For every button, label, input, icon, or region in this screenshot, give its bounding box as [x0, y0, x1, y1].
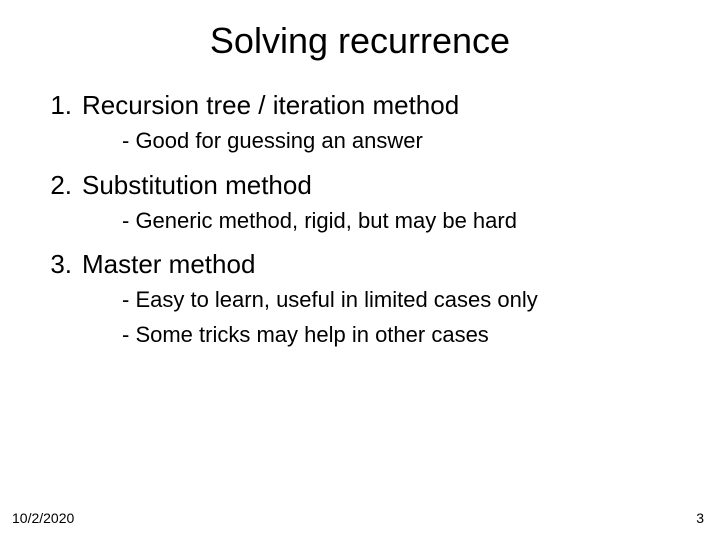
ordered-list: 1. Recursion tree / iteration method - G… — [0, 90, 720, 349]
list-item-number: 3. — [48, 249, 82, 280]
list-item-title: Substitution method — [82, 170, 680, 201]
list-item: 1. Recursion tree / iteration method - G… — [48, 90, 680, 156]
list-item-sub: - Easy to learn, useful in limited cases… — [48, 286, 680, 315]
list-item-head: 3. Master method — [48, 249, 680, 280]
list-item-head: 2. Substitution method — [48, 170, 680, 201]
list-item: 2. Substitution method - Generic method,… — [48, 170, 680, 236]
list-item-title: Master method — [82, 249, 680, 280]
list-item-number: 2. — [48, 170, 82, 201]
list-item-sub: - Some tricks may help in other cases — [48, 321, 680, 350]
list-item-head: 1. Recursion tree / iteration method — [48, 90, 680, 121]
footer-page-number: 3 — [696, 510, 704, 526]
footer-date: 10/2/2020 — [12, 510, 74, 526]
list-item-sub: - Good for guessing an answer — [48, 127, 680, 156]
list-item: 3. Master method - Easy to learn, useful… — [48, 249, 680, 349]
list-item-number: 1. — [48, 90, 82, 121]
list-item-title: Recursion tree / iteration method — [82, 90, 680, 121]
slide: Solving recurrence 1. Recursion tree / i… — [0, 0, 720, 540]
list-item-sub: - Generic method, rigid, but may be hard — [48, 207, 680, 236]
slide-title: Solving recurrence — [0, 20, 720, 62]
